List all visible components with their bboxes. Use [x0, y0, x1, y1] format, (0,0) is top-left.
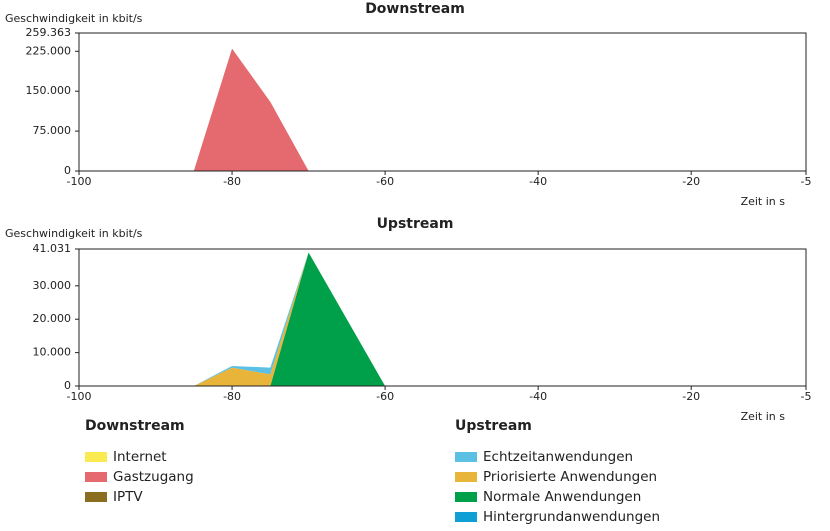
x-tick-label: -5: [801, 390, 812, 403]
chart-title: Upstream: [377, 216, 454, 232]
x-tick-label: -80: [223, 390, 241, 403]
legend-label: IPTV: [113, 489, 143, 505]
x-tick-label: -100: [67, 175, 92, 188]
y-tick-label: 150.000: [26, 84, 72, 97]
y-tick-label: 41.031: [33, 242, 72, 255]
legend-label: Echtzeitanwendungen: [483, 449, 633, 465]
area: [79, 252, 806, 386]
x-axis-label: Zeit in s: [741, 195, 786, 208]
legend-swatch: [455, 452, 477, 462]
x-tick-label: -60: [376, 175, 394, 188]
legend-label: Internet: [113, 449, 167, 465]
y-tick-label: 30.000: [33, 279, 72, 292]
legend-swatch: [85, 452, 107, 462]
y-tick-label: 75.000: [33, 124, 72, 137]
legend-swatch: [455, 512, 477, 522]
plot-frame: [78, 32, 807, 172]
y-tick-label: 0: [64, 164, 71, 177]
legend-label: Normale Anwendungen: [483, 489, 641, 505]
legend-swatch: [455, 492, 477, 502]
legend-label: Hintergrundanwendungen: [483, 509, 660, 525]
y-tick-label: 259.363: [26, 26, 72, 39]
y-axis-label: Geschwindigkeit in kbit/s: [5, 12, 143, 25]
x-tick-label: -20: [682, 175, 700, 188]
legend-label: Gastzugang: [113, 469, 194, 485]
x-tick-label: -5: [801, 175, 812, 188]
y-axis-label: Geschwindigkeit in kbit/s: [5, 227, 143, 240]
y-tick-label: 225.000: [26, 44, 72, 57]
x-tick-label: -80: [223, 175, 241, 188]
legend-swatch: [455, 472, 477, 482]
x-tick-label: -40: [529, 390, 547, 403]
x-tick-label: -100: [67, 390, 92, 403]
legend-swatch: [85, 472, 107, 482]
area: [79, 252, 806, 386]
legend-label: Priorisierte Anwendungen: [483, 469, 657, 485]
y-tick-label: 20.000: [33, 312, 72, 325]
x-tick-label: -60: [376, 390, 394, 403]
legend-swatch: [85, 492, 107, 502]
chart-title: Downstream: [365, 1, 465, 17]
legend-title: Downstream: [85, 418, 185, 434]
area: [79, 48, 806, 171]
x-tick-label: -20: [682, 390, 700, 403]
x-tick-label: -40: [529, 175, 547, 188]
x-axis-label: Zeit in s: [741, 410, 786, 423]
area: [79, 252, 806, 386]
area: [79, 48, 806, 171]
legend-title: Upstream: [455, 418, 532, 434]
plot-frame: [78, 248, 807, 387]
y-tick-label: 0: [64, 379, 71, 392]
y-tick-label: 10.000: [33, 346, 72, 359]
